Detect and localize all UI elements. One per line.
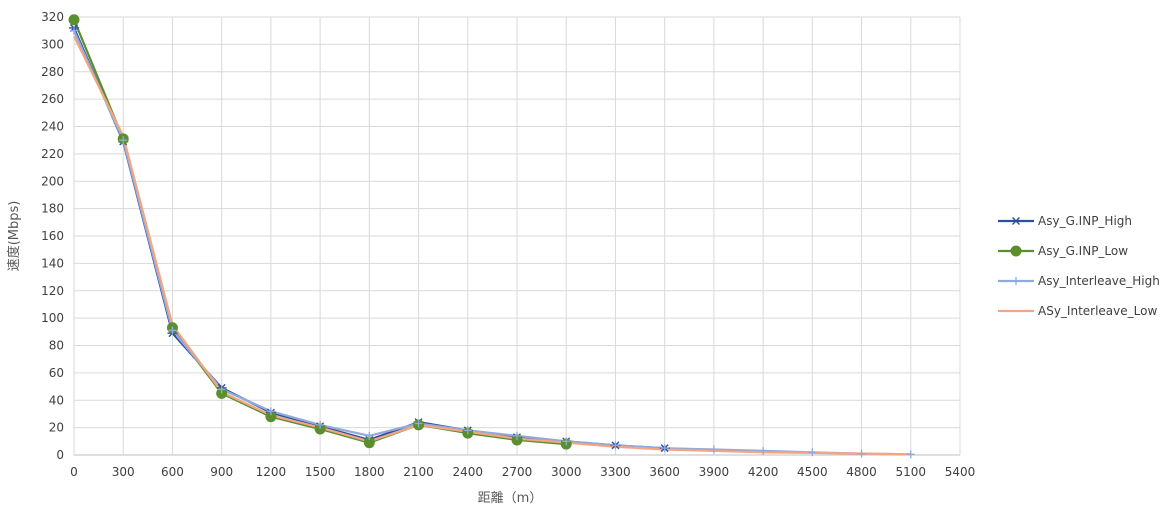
data-point (709, 445, 718, 454)
y-tick-label: 300 (41, 37, 64, 51)
x-tick-label: 2700 (502, 465, 533, 479)
legend: Asy_G.INP_High Asy_G.INP_Low Asy_Interleav… (998, 214, 1160, 318)
data-point (316, 420, 325, 429)
y-tick-label: 240 (41, 120, 64, 134)
legend-item: Asy_G.INP_Low (998, 244, 1128, 258)
data-point (759, 446, 768, 455)
data-point (119, 136, 128, 145)
y-tick-label: 120 (41, 284, 64, 298)
y-tick-label: 20 (49, 421, 64, 435)
series-line-3 (73, 35, 911, 456)
y-tick-label: 160 (41, 229, 64, 243)
x-tick-label: 4200 (748, 465, 779, 479)
legend-label: Asy_Interleave_High (1038, 274, 1160, 288)
y-tick-label: 180 (41, 202, 64, 216)
y-tick-label: 200 (41, 174, 64, 188)
y-tick-label: 60 (49, 366, 64, 380)
x-tick-label: 4500 (797, 465, 828, 479)
series-line-2 (72, 30, 911, 456)
legend-marker (1011, 217, 1021, 225)
legend-item: Asy_G.INP_High (998, 214, 1132, 228)
data-point (857, 449, 866, 458)
x-tick-label: 4800 (846, 465, 877, 479)
data-point (906, 450, 915, 459)
y-tick-label: 0 (56, 448, 64, 462)
x-tick-label: 5400 (945, 465, 976, 479)
x-tick-label: 600 (161, 465, 184, 479)
x-tick-label: 2100 (403, 465, 434, 479)
x-tick-label: 3300 (600, 465, 631, 479)
y-tick-label: 260 (41, 92, 64, 106)
data-point (808, 448, 817, 457)
series-markers (68, 14, 915, 459)
legend-item: Asy_Interleave_High (998, 274, 1160, 288)
y-tick-label: 40 (49, 393, 64, 407)
legend-marker (1010, 245, 1022, 257)
gridlines (73, 16, 961, 456)
x-tick-label: 3600 (649, 465, 680, 479)
x-tick-label: 1500 (305, 465, 336, 479)
x-tick-label: 900 (210, 465, 233, 479)
data-point (68, 14, 80, 26)
x-tick-label: 300 (112, 465, 135, 479)
y-tick-label: 80 (49, 339, 64, 353)
data-point (414, 419, 423, 428)
data-point (217, 385, 226, 394)
data-point (70, 26, 78, 35)
x-tick-label: 3000 (551, 465, 582, 479)
data-point (365, 431, 374, 440)
x-tick-label: 5100 (896, 465, 927, 479)
legend-label: Asy_G.INP_Low (1038, 244, 1128, 258)
legend-label: Asy_G.INP_High (1038, 214, 1132, 228)
y-tick-label: 280 (41, 65, 64, 79)
y-tick-label: 320 (41, 10, 64, 24)
data-point (611, 441, 620, 450)
axes: 0 20 40 60 80 100 120 140 160 180 200 220 240 260 280 3… (41, 10, 975, 479)
x-tick-label: 1200 (256, 465, 287, 479)
x-axis-title: 距離（m） (478, 491, 543, 506)
series-lines (72, 19, 911, 456)
data-point (168, 326, 177, 335)
legend-label: ASy_Interleave_Low (1038, 304, 1157, 318)
data-point (513, 431, 521, 440)
data-point (266, 407, 275, 416)
x-tick-label: 3900 (699, 465, 730, 479)
x-tick-label: 0 (70, 465, 78, 479)
x-tick-label: 1800 (354, 465, 385, 479)
y-tick-label: 140 (41, 256, 64, 270)
data-point (463, 426, 472, 435)
x-tick-label: 2400 (453, 465, 484, 479)
legend-item: ASy_Interleave_Low (998, 304, 1157, 318)
y-tick-label: 100 (41, 311, 64, 325)
y-tick-label: 220 (41, 147, 64, 161)
data-point (562, 437, 571, 446)
y-axis-title: 速度(Mbps) (6, 201, 22, 272)
legend-marker (1012, 277, 1020, 285)
data-point (660, 444, 669, 453)
